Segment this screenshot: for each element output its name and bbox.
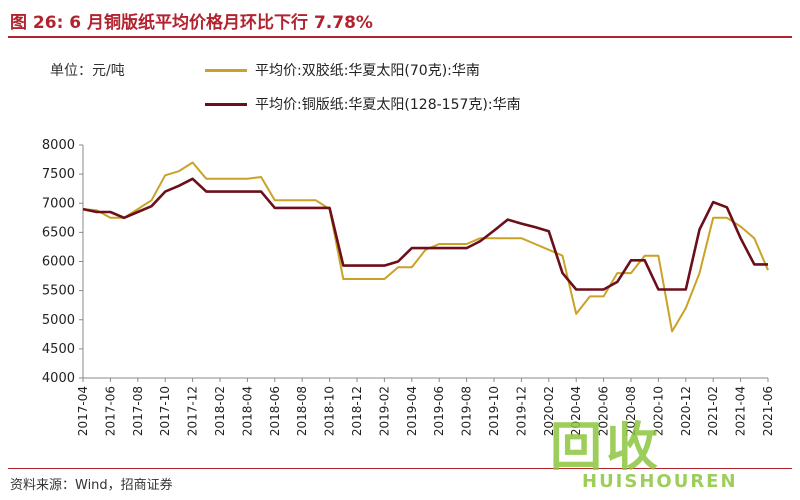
x-tick-label: 2021-02 bbox=[706, 386, 720, 436]
y-tick-label: 4500 bbox=[42, 342, 75, 357]
y-tick-label: 6500 bbox=[42, 225, 75, 240]
x-tick-label: 2019-06 bbox=[432, 386, 446, 436]
watermark-logo: 回收 HUISHOUREN bbox=[540, 405, 790, 495]
legend-item-series-1: 平均价:双胶纸:华夏太阳(70克):华南 bbox=[205, 60, 480, 80]
y-tick-label: 8000 bbox=[42, 138, 75, 153]
watermark-big-text: 回收 bbox=[550, 418, 663, 478]
x-tick-label: 2017-08 bbox=[131, 386, 145, 436]
legend-label-series-2: 平均价:铜版纸:华夏太阳(128-157克):华南 bbox=[255, 97, 521, 113]
legend-swatch-series-2 bbox=[205, 102, 247, 106]
x-tick-label: 2020-12 bbox=[679, 386, 693, 436]
x-tick-label: 2017-10 bbox=[158, 386, 172, 436]
series-line-1 bbox=[82, 161, 769, 333]
legend-item-series-2: 平均价:铜版纸:华夏太阳(128-157克):华南 bbox=[205, 94, 521, 114]
x-tick-label: 2019-02 bbox=[377, 386, 391, 436]
y-tick-label: 7000 bbox=[42, 196, 75, 211]
legend-label-series-1: 平均价:双胶纸:华夏太阳(70克):华南 bbox=[255, 63, 480, 79]
series-line-2 bbox=[82, 177, 768, 291]
x-tick-label: 2020-02 bbox=[542, 386, 556, 436]
x-tick-label: 2021-06 bbox=[761, 386, 775, 436]
x-tick-label: 2018-06 bbox=[268, 386, 282, 436]
y-tick-label: 7500 bbox=[42, 167, 75, 182]
x-tick-label: 2018-02 bbox=[213, 386, 227, 436]
x-tick-label: 2019-04 bbox=[405, 386, 419, 436]
source-note: 资料来源：Wind，招商证券 bbox=[10, 478, 173, 493]
y-tick-label: 5000 bbox=[42, 313, 75, 328]
chart-title: 图 26: 6 月铜版纸平均价格月环比下行 7.78% bbox=[10, 13, 373, 33]
x-tick-label: 2017-06 bbox=[103, 386, 117, 436]
y-tick-label: 4000 bbox=[42, 371, 75, 386]
x-tick-label: 2020-04 bbox=[569, 386, 583, 436]
x-tick-label: 2018-12 bbox=[350, 386, 364, 436]
title-divider bbox=[8, 36, 792, 38]
y-tick-label: 5500 bbox=[42, 284, 75, 299]
x-tick-label: 2019-10 bbox=[487, 386, 501, 436]
x-tick-label: 2018-10 bbox=[323, 386, 337, 436]
source-divider bbox=[8, 468, 792, 469]
x-tick-label: 2017-12 bbox=[186, 386, 200, 436]
unit-label: 单位：元/吨 bbox=[50, 63, 125, 79]
x-tick-label: 2019-08 bbox=[460, 386, 474, 436]
x-tick-label: 2020-10 bbox=[651, 386, 665, 436]
x-tick-label: 2017-04 bbox=[76, 386, 90, 436]
y-tick-label: 6000 bbox=[42, 255, 75, 270]
x-tick-label: 2018-08 bbox=[295, 386, 309, 436]
legend-swatch-series-1 bbox=[205, 68, 247, 72]
x-tick-label: 2021-04 bbox=[734, 386, 748, 436]
watermark-small-text: HUISHOUREN bbox=[582, 471, 738, 492]
x-tick-label: 2019-12 bbox=[514, 386, 528, 436]
x-tick-label: 2020-06 bbox=[597, 386, 611, 436]
x-tick-label: 2020-08 bbox=[624, 386, 638, 436]
x-tick-label: 2018-04 bbox=[240, 386, 254, 436]
